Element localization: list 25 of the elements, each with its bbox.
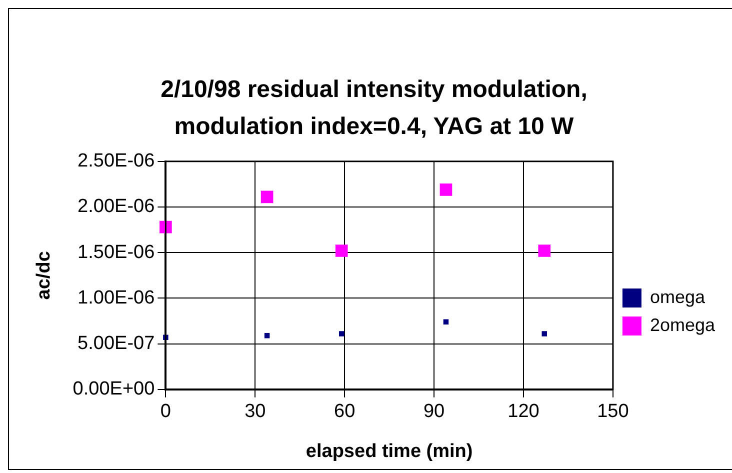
- x-tick-label: 120: [508, 401, 540, 422]
- x-tick-label: 0: [160, 401, 171, 422]
- point: [264, 332, 270, 338]
- point: [440, 184, 452, 196]
- x-tick-label: 150: [597, 401, 629, 422]
- chart-title: 2/10/98 residual intensity modulation, modulation index=0.4, YAG at 10 W: [160, 75, 588, 142]
- point: [538, 244, 551, 257]
- y-tick-label: 0.00E+00: [72, 378, 155, 400]
- y-tick-label: 5.00E-07: [78, 333, 155, 354]
- legend-label: 2omega: [650, 314, 716, 335]
- x-tick-label: 30: [244, 401, 266, 422]
- point: [443, 319, 449, 325]
- y-tick-label: 1.50E-06: [78, 242, 155, 263]
- point: [542, 331, 547, 336]
- point: [260, 190, 274, 204]
- x-tick-label: 90: [423, 401, 445, 422]
- y-tick-label: 2.50E-06: [78, 150, 155, 172]
- point: [338, 331, 344, 336]
- point: [335, 244, 348, 257]
- y-axis-title: ac/dc: [34, 250, 55, 300]
- legend-label: omega: [650, 286, 706, 307]
- x-tick-label: 60: [334, 401, 356, 422]
- x-axis-title: elapsed time (min): [306, 440, 473, 462]
- y-tick-label: 1.00E-06: [78, 287, 155, 308]
- y-tick-label: 2.00E-06: [78, 196, 155, 218]
